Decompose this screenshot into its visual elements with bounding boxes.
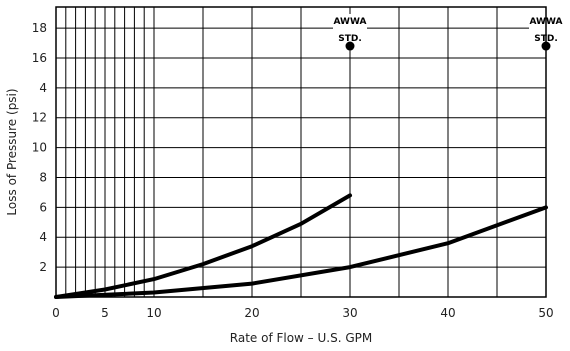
x-axis-label: Rate of Flow – U.S. GPM xyxy=(230,331,372,345)
annotation-line2: STD. xyxy=(338,34,362,44)
x-tick-label: 30 xyxy=(342,306,357,320)
x-tick-label: 40 xyxy=(440,306,455,320)
y-axis-label: Loss of Pressure (psi) xyxy=(5,88,19,215)
annotation-bg xyxy=(333,14,367,46)
y-tick-label: 4 xyxy=(39,230,47,244)
y-tick-label: 16 xyxy=(32,51,47,65)
y-tick-label: 10 xyxy=(32,141,47,155)
annotation-line1: AWWA xyxy=(334,17,367,27)
awwa-std-point xyxy=(345,41,355,51)
y-tick-label: 8 xyxy=(39,170,47,184)
plot-frame xyxy=(55,6,547,298)
x-tick-label: 50 xyxy=(538,306,553,320)
x-tick-label: 5 xyxy=(101,306,109,320)
grid xyxy=(56,7,546,297)
y-tick-label: 2 xyxy=(39,260,47,274)
curve-series-1 xyxy=(54,193,352,299)
x-tick-label: 0 xyxy=(52,306,60,320)
x-tick-labels: 0 5 10 20 30 40 50 xyxy=(52,306,553,320)
y-tick-label: 12 xyxy=(32,111,47,125)
y-tick-labels: 2 4 6 8 10 12 4 16 18 xyxy=(32,21,47,274)
y-tick-label: 18 xyxy=(32,21,47,35)
y-tick-label: 4 xyxy=(39,81,47,95)
x-tick-label: 10 xyxy=(146,306,161,320)
x-tick-label: 20 xyxy=(244,306,259,320)
curve-series-2 xyxy=(54,205,548,299)
y-tick-label: 6 xyxy=(39,200,47,214)
series-layer xyxy=(54,193,548,299)
